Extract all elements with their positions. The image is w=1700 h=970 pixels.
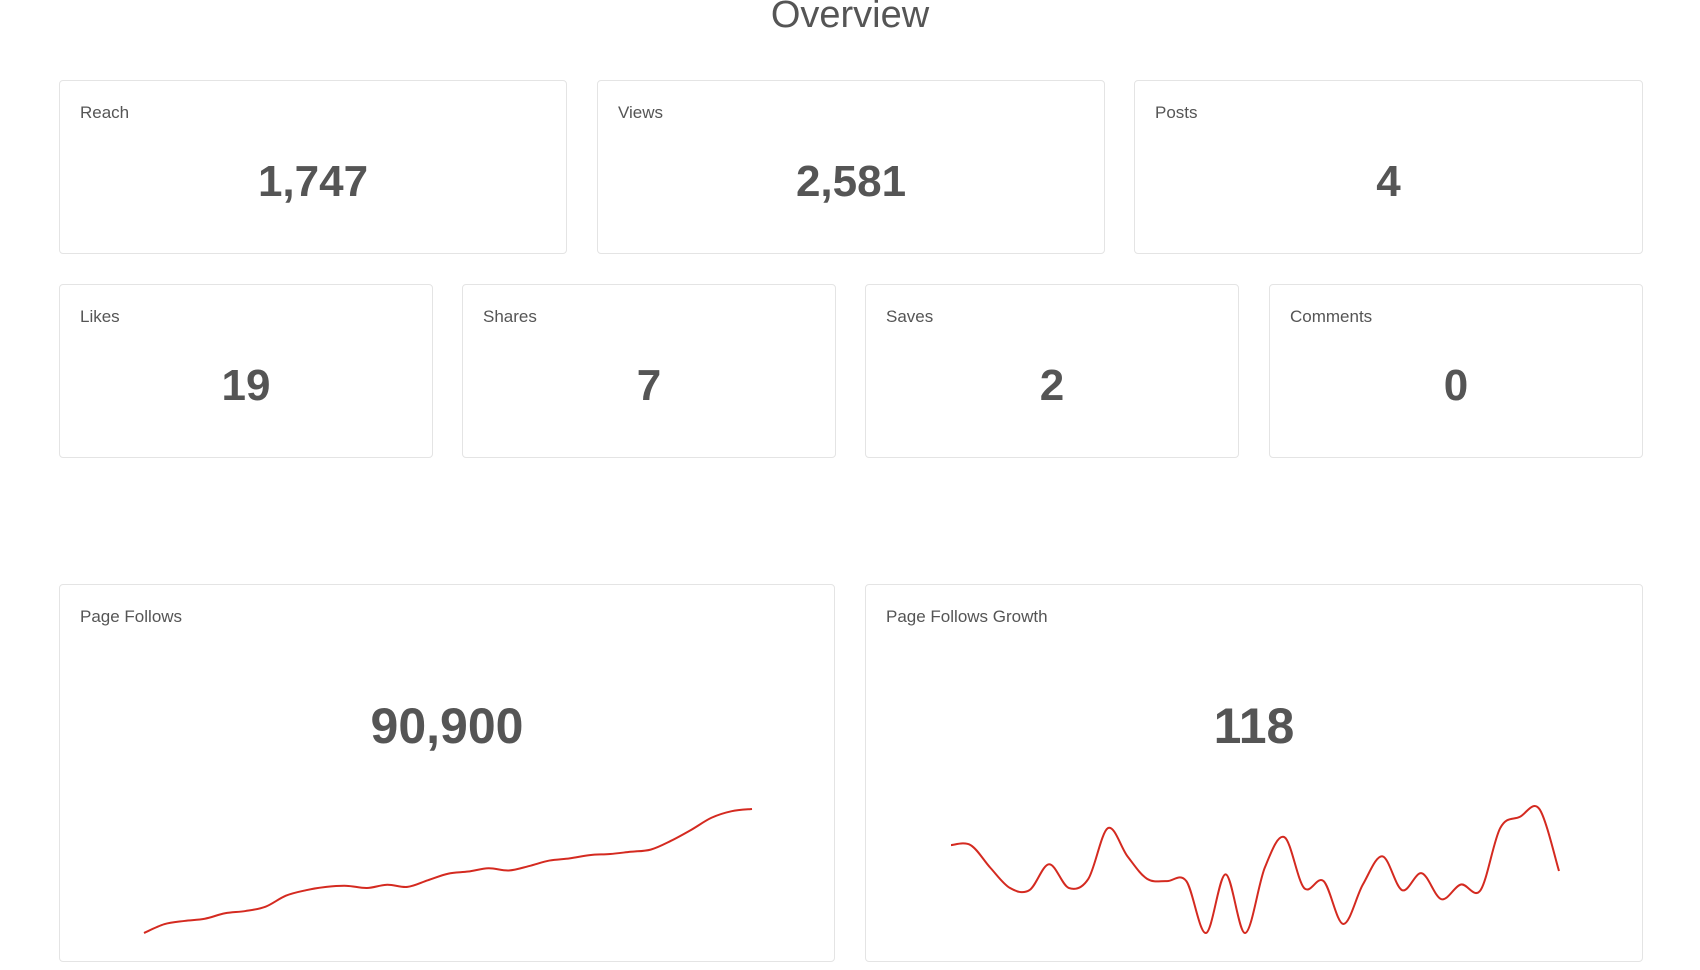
chart-value: 118 bbox=[1213, 698, 1295, 754]
metric-card: Shares 7 bbox=[462, 284, 836, 458]
metric-value: 2 bbox=[1039, 361, 1065, 410]
metric-card: Reach 1,747 bbox=[59, 80, 567, 254]
metric-card: Posts 4 bbox=[1134, 80, 1643, 254]
metric-value: 7 bbox=[636, 361, 662, 410]
metric-card: Likes 19 bbox=[59, 284, 433, 458]
metric-value: 19 bbox=[221, 361, 271, 410]
metric-card: Saves 2 bbox=[865, 284, 1239, 458]
metric-label: Views bbox=[618, 103, 664, 122]
chart-title: Page Follows Growth bbox=[886, 607, 1048, 626]
metric-label: Comments bbox=[1290, 307, 1373, 326]
sparkline-area bbox=[950, 805, 1560, 935]
metric-label: Posts bbox=[1155, 103, 1198, 122]
metric-label: Reach bbox=[80, 103, 130, 122]
chart-value: 90,900 bbox=[370, 698, 524, 754]
metric-value: 1,747 bbox=[257, 157, 369, 206]
metric-value: 2,581 bbox=[795, 157, 907, 206]
metric-label: Shares bbox=[483, 307, 537, 326]
sparkline bbox=[950, 805, 1560, 935]
metric-value: 4 bbox=[1376, 157, 1401, 206]
metric-value: 0 bbox=[1443, 361, 1469, 410]
metric-card: Comments 0 bbox=[1269, 284, 1643, 458]
chart-card: Page Follows 90,900 bbox=[59, 584, 835, 962]
metric-card: Views 2,581 bbox=[597, 80, 1105, 254]
chart-card: Page Follows Growth 118 bbox=[865, 584, 1643, 962]
chart-title: Page Follows bbox=[80, 607, 183, 626]
sparkline bbox=[143, 808, 753, 934]
page-title: Overview bbox=[770, 0, 930, 36]
sparkline-area bbox=[143, 808, 753, 934]
metric-label: Likes bbox=[80, 307, 120, 326]
metric-label: Saves bbox=[886, 307, 934, 326]
